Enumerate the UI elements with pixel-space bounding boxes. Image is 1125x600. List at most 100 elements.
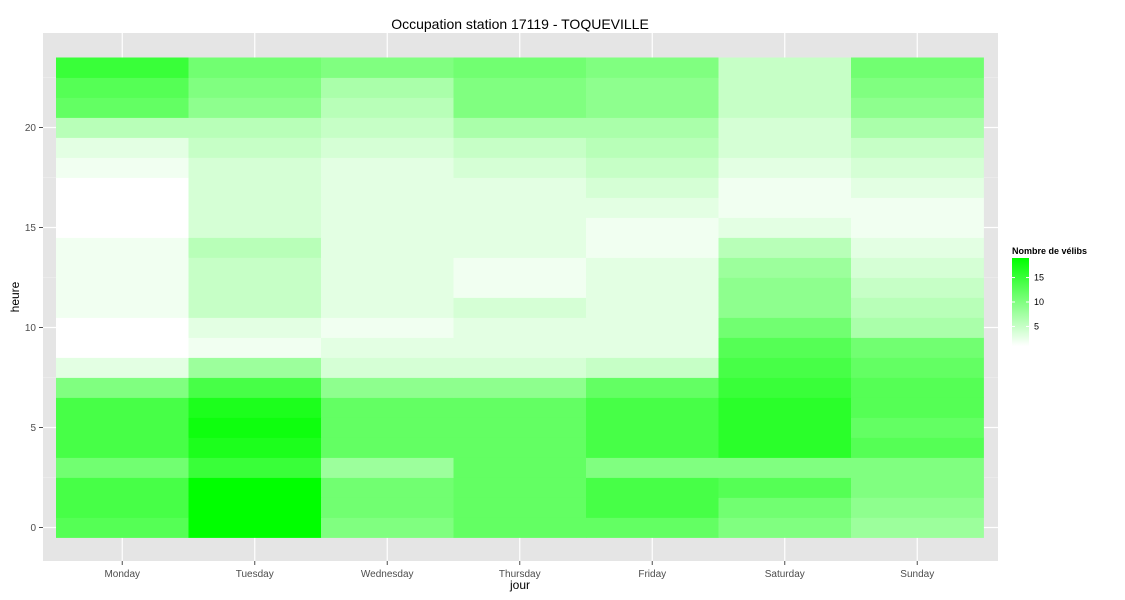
- y-axis-title: heure: [8, 281, 22, 312]
- heatmap-cell: [321, 317, 454, 338]
- heatmap-cell: [321, 377, 454, 398]
- heatmap-cell: [586, 217, 719, 238]
- heatmap-cell: [56, 177, 189, 198]
- legend-title: Nombre de vélibs: [1012, 246, 1087, 256]
- x-tick-label: Friday: [638, 569, 666, 580]
- heatmap-cell: [321, 277, 454, 298]
- heatmap-cell: [851, 317, 984, 338]
- heatmap-cell: [851, 437, 984, 458]
- heatmap-cell: [586, 257, 719, 278]
- heatmap-cell: [453, 497, 587, 518]
- heatmap-cell: [718, 317, 852, 338]
- heatmap-cell: [321, 457, 454, 478]
- heatmap-cell: [586, 77, 719, 98]
- heatmap-cell: [453, 297, 587, 318]
- heatmap-cell: [718, 497, 852, 518]
- heatmap-cell: [586, 117, 719, 138]
- y-axis: 0 5 10 15 20: [25, 123, 43, 534]
- heatmap-cell: [56, 257, 189, 278]
- heatmap-cell: [321, 177, 454, 198]
- y-tick-label: 0: [30, 523, 36, 534]
- heatmap-cell: [718, 97, 852, 118]
- heatmap-cell: [453, 377, 587, 398]
- heatmap-cell: [453, 237, 587, 258]
- heatmap-cell: [188, 457, 322, 478]
- heatmap-cell: [188, 277, 322, 298]
- heatmap-cell: [851, 197, 984, 218]
- heatmap-cell: [453, 137, 587, 158]
- heatmap-cell: [586, 197, 719, 218]
- heatmap-cell: [321, 517, 454, 538]
- legend-colorbar: [1012, 258, 1029, 346]
- heatmap-cell: [718, 437, 852, 458]
- heatmap-cell: [453, 177, 587, 198]
- heatmap-cell: [321, 137, 454, 158]
- y-tick-label: 20: [25, 123, 37, 134]
- heatmap-cell: [56, 337, 189, 358]
- heatmap-cell: [56, 317, 189, 338]
- heatmap-cell: [851, 177, 984, 198]
- heatmap-cell: [56, 97, 189, 118]
- heatmap-cell: [851, 217, 984, 238]
- heatmap-cell: [718, 477, 852, 498]
- heatmap-cell: [321, 77, 454, 98]
- heatmap-cell: [321, 197, 454, 218]
- heatmap-cell: [56, 197, 189, 218]
- x-tick-label: Saturday: [765, 569, 805, 580]
- heatmap-cell: [586, 337, 719, 358]
- heatmap-cell: [851, 57, 984, 78]
- heatmap-cell: [188, 317, 322, 338]
- heatmap-cell: [851, 357, 984, 378]
- heatmap-cell: [56, 517, 189, 538]
- heatmap-cell: [851, 297, 984, 318]
- x-tick-label: Wednesday: [361, 569, 414, 580]
- heatmap-cell: [321, 477, 454, 498]
- heatmap-cell: [586, 437, 719, 458]
- heatmap-cell: [321, 97, 454, 118]
- heatmap-cell: [718, 397, 852, 418]
- heatmap-cell: [188, 117, 322, 138]
- heatmap-cell: [188, 337, 322, 358]
- heatmap-cell: [56, 357, 189, 378]
- heatmap-cell: [718, 237, 852, 258]
- heatmap-cell: [453, 457, 587, 478]
- heatmap-cell: [586, 97, 719, 118]
- heatmap-cell: [851, 237, 984, 258]
- heatmap-cell: [851, 157, 984, 178]
- heatmap-cell: [321, 337, 454, 358]
- heatmap-cell: [56, 157, 189, 178]
- heatmap-cell: [453, 217, 587, 238]
- x-axis-title: jour: [509, 578, 530, 592]
- heatmap-cell: [56, 497, 189, 518]
- heatmap-cell: [56, 417, 189, 438]
- legend: Nombre de vélibs 5 10 15: [1012, 246, 1087, 346]
- heatmap-cell: [586, 297, 719, 318]
- heatmap-cell: [453, 277, 587, 298]
- heatmap-cell: [321, 417, 454, 438]
- heatmap-cell: [586, 397, 719, 418]
- heatmap-cell: [188, 257, 322, 278]
- heatmap-cell: [586, 157, 719, 178]
- heatmap-cell: [453, 117, 587, 138]
- heatmap-cell: [188, 137, 322, 158]
- heatmap-cell: [851, 97, 984, 118]
- heatmap-cell: [453, 397, 587, 418]
- heatmap-cell: [586, 517, 719, 538]
- heatmap-cell: [586, 277, 719, 298]
- heatmap-cell: [586, 497, 719, 518]
- heatmap-cell: [188, 57, 322, 78]
- heatmap-cell: [453, 97, 587, 118]
- heatmap-cell: [188, 197, 322, 218]
- heatmap-cell: [188, 297, 322, 318]
- heatmap-cell: [321, 257, 454, 278]
- heatmap-cell: [718, 297, 852, 318]
- heatmap-cell: [851, 77, 984, 98]
- heatmap-cell: [453, 57, 587, 78]
- legend-tick-label: 15: [1034, 273, 1044, 283]
- heatmap-cell: [453, 337, 587, 358]
- heatmap-cell: [718, 157, 852, 178]
- heatmap-cell: [56, 217, 189, 238]
- heatmap-cell: [188, 437, 322, 458]
- heatmap-cell: [188, 417, 322, 438]
- heatmap-cell: [188, 97, 322, 118]
